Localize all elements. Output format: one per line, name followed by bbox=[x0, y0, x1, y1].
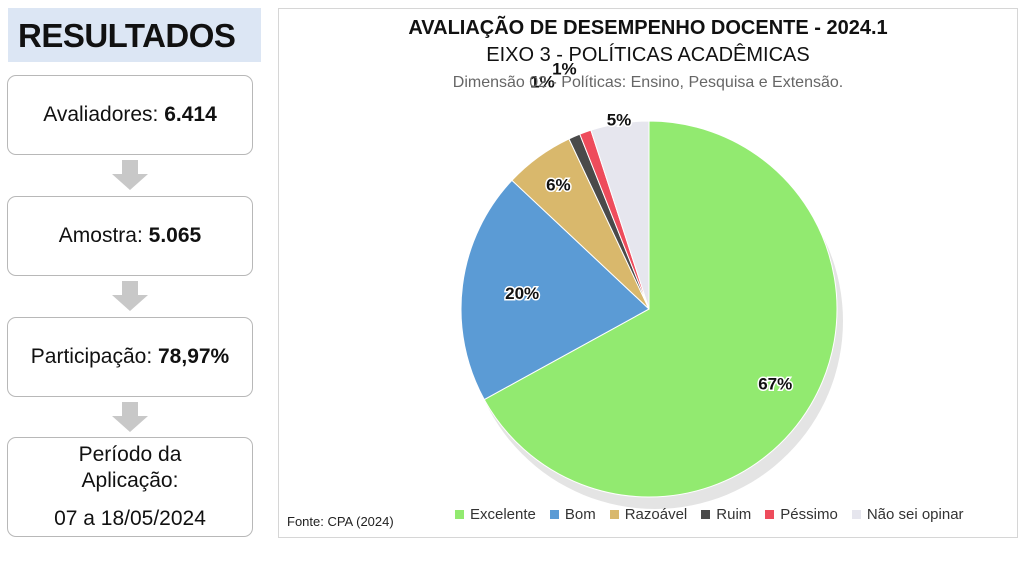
participation-value: 78,97% bbox=[158, 345, 230, 368]
down-arrow-icon bbox=[112, 160, 148, 190]
legend-item: Ruim bbox=[701, 506, 751, 523]
period-line-1: Período da bbox=[78, 443, 182, 466]
chart-subtitle: EIXO 3 - POLÍTICAS ACADÊMICAS bbox=[486, 44, 810, 66]
legend-label: Razoável bbox=[624, 506, 688, 523]
evaluators-value: 6.414 bbox=[164, 103, 217, 126]
legend-item: Péssimo bbox=[765, 506, 838, 523]
data-label: 1% bbox=[552, 59, 577, 78]
down-arrow-icon bbox=[112, 281, 148, 311]
sample-box: Amostra: 5.065 bbox=[7, 196, 253, 276]
legend-item: Excelente bbox=[455, 506, 536, 523]
chart-source: Fonte: CPA (2024) bbox=[287, 514, 394, 529]
data-label: 5% bbox=[607, 111, 632, 130]
legend-swatch bbox=[701, 510, 711, 519]
legend-label: Péssimo bbox=[780, 506, 838, 523]
legend-label: Não sei opinar bbox=[866, 506, 964, 523]
legend-item: Não sei opinar bbox=[851, 506, 964, 523]
sample-label: Amostra: bbox=[58, 224, 149, 247]
participation-box: Participação: 78,97% bbox=[7, 317, 253, 397]
evaluators-label: Avaliadores: bbox=[43, 103, 165, 126]
legend-swatch bbox=[609, 510, 619, 519]
chart-dimension-label: Dimensão 02 - Políticas: Ensino, Pesquis… bbox=[452, 74, 844, 91]
legend-swatch bbox=[549, 510, 559, 519]
period-box: Período da Aplicação: 07 a 18/05/2024 bbox=[7, 437, 253, 537]
data-label: 20% bbox=[505, 284, 539, 303]
period-line-2: Aplicação: bbox=[81, 469, 179, 492]
pie-slice-excelente bbox=[483, 120, 838, 498]
legend-label: Ruim bbox=[716, 506, 752, 523]
participation-label: Participação: bbox=[30, 345, 158, 368]
pie-slice-bom bbox=[460, 179, 650, 401]
legend-item: Razoável bbox=[609, 506, 688, 523]
pie-slice-n-o-sei-opinar bbox=[590, 120, 650, 310]
chart-area: 67% 20% 6% 1% 1% 5% AVALIAÇÃO DE DESEMPENHO D… bbox=[278, 8, 1018, 538]
results-title: RESULTADOS bbox=[8, 8, 261, 62]
period-line-3: 07 a 18/05/2024 bbox=[54, 507, 206, 530]
evaluators-box: Avaliadores: 6.414 bbox=[7, 75, 253, 155]
legend-swatch bbox=[765, 510, 775, 519]
legend-label: Bom bbox=[564, 506, 596, 523]
data-label: 6% bbox=[546, 175, 571, 194]
legend-swatch bbox=[455, 510, 464, 519]
data-label: 67% bbox=[758, 375, 792, 394]
down-arrow-icon bbox=[112, 402, 148, 432]
legend-item: Bom bbox=[549, 506, 596, 523]
sample-value: 5.065 bbox=[148, 224, 202, 247]
pie-chart: 67% 20% 6% 1%1% 5% bbox=[460, 58, 843, 509]
chart-title: AVALIAÇÃO DE DESEMPENHO DOCENTE - 2024.1 bbox=[408, 17, 888, 39]
chart-legend: Excelente Bom Razoável Ruim Péssimo Não sei o… bbox=[455, 506, 964, 523]
legend-swatch bbox=[851, 510, 861, 519]
legend-label: Excelente bbox=[470, 506, 536, 523]
data-label: 1% bbox=[530, 72, 555, 91]
